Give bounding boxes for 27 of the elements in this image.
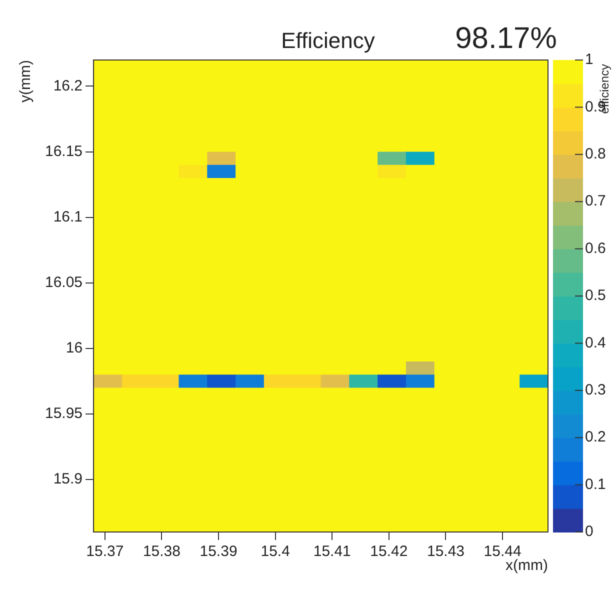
x-tick-label: 15.39 xyxy=(200,543,238,560)
x-tick-label: 15.4 xyxy=(260,543,290,560)
chart-title: Efficiency xyxy=(281,28,375,53)
y-tick-label: 16.2 xyxy=(53,77,83,94)
color-bar-label: 0 xyxy=(585,523,594,540)
x-tick-label: 15.42 xyxy=(370,543,408,560)
x-tick-label: 15.37 xyxy=(86,543,124,560)
color-bar-label: 0.2 xyxy=(585,428,606,446)
y-tick-label: 15.95 xyxy=(44,405,83,422)
color-bar-label: 0.3 xyxy=(585,382,606,399)
y-tick-label: 16.05 xyxy=(44,274,83,292)
color-bar-label: 0.8 xyxy=(585,146,606,163)
color-bar-label: 0.1 xyxy=(585,476,606,493)
y-tick-label: 16.15 xyxy=(44,142,83,160)
x-tick-label: 15.43 xyxy=(426,543,465,560)
color-bar-label: 0.4 xyxy=(585,334,606,352)
color-bar-label: 0.6 xyxy=(585,240,606,257)
y-tick-label: 15.9 xyxy=(53,470,83,488)
x-tick-label: 15.38 xyxy=(142,543,180,560)
color-bar-label: 0.7 xyxy=(585,192,606,210)
x-tick-label: 15.41 xyxy=(313,543,351,560)
y-tick-label: 16.1 xyxy=(53,208,83,226)
text: 98.17% xyxy=(455,22,557,55)
y-axis-title: y(mm) xyxy=(17,60,34,102)
color-bar-label: 0.5 xyxy=(585,287,606,304)
color-bar-label: 1 xyxy=(585,51,594,68)
y-tick-label: 16 xyxy=(66,340,83,357)
